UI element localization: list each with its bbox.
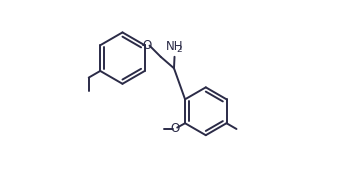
Text: 2: 2 [176, 46, 182, 55]
Text: O: O [171, 122, 180, 136]
Text: O: O [143, 39, 152, 52]
Text: NH: NH [166, 40, 184, 53]
